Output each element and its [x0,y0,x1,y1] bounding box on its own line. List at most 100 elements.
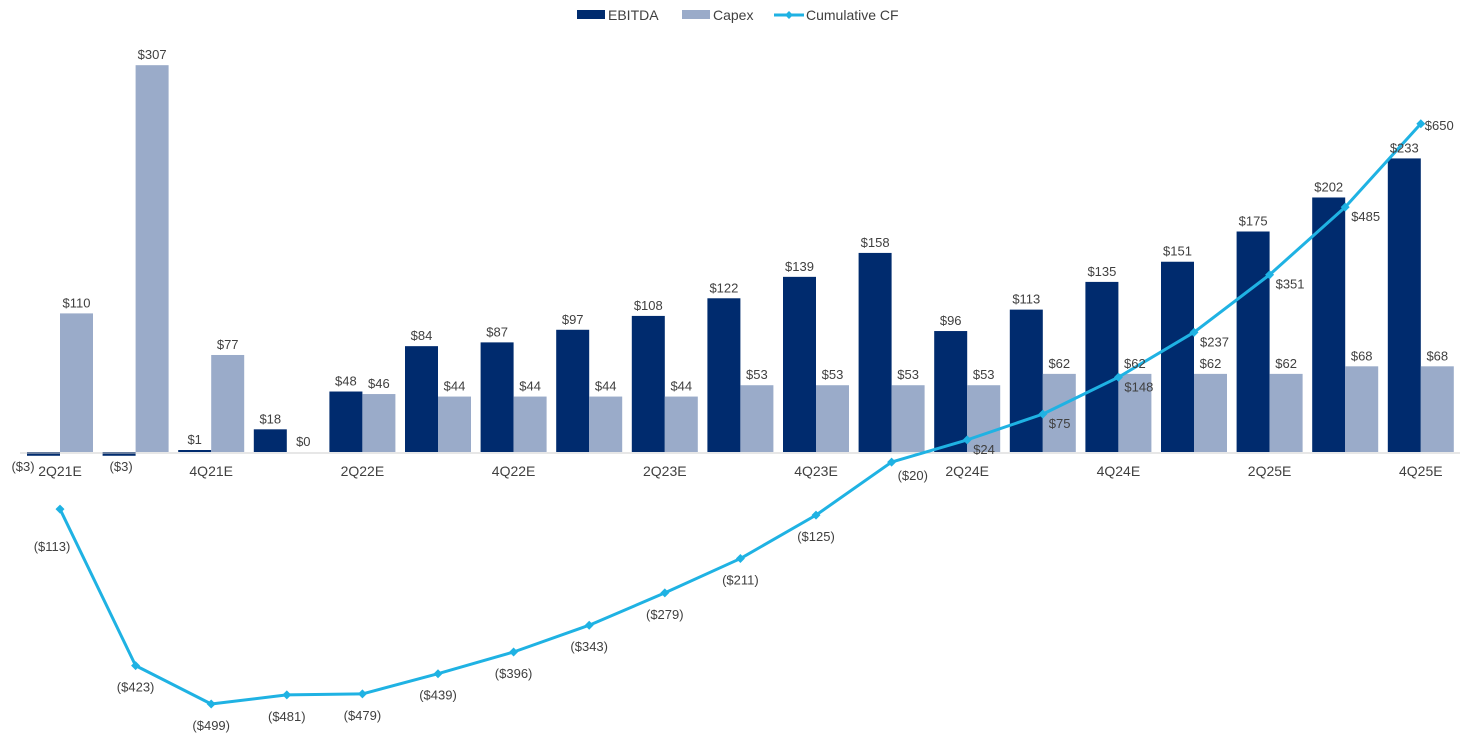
bar-ebitda-3q23e [707,298,741,452]
x-tick-2q25e: 2Q25E [1248,463,1292,479]
bar-ebitda-2q21e [27,452,60,456]
label-capex-3q25e: $68 [1351,348,1373,363]
label-capex-1q23e: $44 [595,379,617,394]
label-ebitda-2q21e: ($3) [11,459,34,474]
cf-marker-3q22e [433,669,443,679]
label-ebitda-1q24e: $158 [861,235,890,250]
label-ebitda-3q22e: $84 [411,328,433,343]
bar-ebitda-4q25e [1387,158,1421,453]
cf-marker-2q24e [962,435,972,445]
label-cf-1q24e: ($20) [898,468,928,483]
x-tick-4q24e: 4Q24E [1097,463,1141,479]
legend: EBITDA Capex Cumulative CF [577,7,899,23]
bar-ebitda-1q22e [253,429,287,452]
bar-ebitda-3q22e [405,346,438,452]
x-tick-4q22e: 4Q22E [492,463,536,479]
bar-capex-4q22e [513,396,547,452]
bar-capex-1q25e [1194,373,1227,452]
label-capex-2q23e: $44 [670,379,692,394]
x-tick-2q23e: 2Q23E [643,463,687,479]
cf-marker-4q25e [1416,119,1426,129]
label-cf-4q21e: ($499) [192,718,230,733]
bar-ebitda-2q23e [631,315,665,452]
bar-ebitda-3q21e [102,452,136,456]
bar-ebitda-2q22e [329,391,363,452]
bar-ebitda-1q23e [556,329,590,452]
bar-capex-1q24e [891,385,925,452]
bar-capex-3q25e [1345,366,1379,452]
label-cf-4q24e: $148 [1124,379,1153,394]
bar-ebitda-4q22e [480,342,514,452]
cf-marker-1q24e [887,457,897,467]
label-ebitda-4q25e: $233 [1390,140,1419,155]
legend-swatch-capex [682,10,710,19]
bar-capex-2q21e [60,313,93,452]
bar-ebitda-4q23e [783,276,816,452]
label-cf-3q23e: ($211) [722,573,759,588]
bar-ebitda-3q24e [1009,309,1043,452]
label-cf-2q25e: $351 [1276,277,1305,292]
cf-marker-2q25e [1265,270,1275,280]
label-capex-4q24e: $62 [1124,356,1146,371]
label-capex-3q23e: $53 [746,367,768,382]
label-capex-2q22e: $46 [368,376,390,391]
label-capex-4q25e: $68 [1426,348,1448,363]
cf-marker-3q25e [1340,202,1350,212]
bar-ebitda-2q25e [1236,231,1270,452]
bar-capex-4q23e [816,385,849,452]
legend-label-capex: Capex [713,7,753,23]
legend-label-cumulative-cf: Cumulative CF [806,7,899,23]
cf-marker-2q22e [357,689,367,699]
label-cf-4q25e: $650 [1425,118,1454,133]
x-tick-labels: 2Q21E 4Q21E 2Q22E 4Q22E 2Q23E 4Q23E 2Q24E 4Q24E… [38,463,1442,479]
cf-marker-2q23e [660,588,670,598]
label-ebitda-1q23e: $97 [562,312,584,327]
bar-capex-3q22e [438,396,471,452]
label-cf-4q22e: ($396) [495,666,533,681]
label-capex-4q23e: $53 [822,367,844,382]
cf-marker-4q23e [811,510,821,520]
bar-capex-2q23e [664,396,698,452]
x-tick-2q24e: 2Q24E [945,463,989,479]
x-tick-2q22e: 2Q22E [341,463,385,479]
label-capex-3q24e: $62 [1048,356,1070,371]
bar-capex-2q25e [1269,373,1303,452]
label-ebitda-4q23e: $139 [785,259,814,274]
label-cf-3q21e: ($423) [117,680,155,695]
label-cf-2q22e: ($479) [344,708,382,723]
label-ebitda-2q24e: $96 [940,313,962,328]
label-capex-4q22e: $44 [519,379,541,394]
label-cf-3q25e: $485 [1351,209,1380,224]
label-cf-2q21e: ($113) [34,539,71,554]
label-cf-1q25e: $237 [1200,334,1229,349]
label-cf-1q22e: ($481) [268,709,306,724]
label-capex-1q25e: $62 [1200,356,1222,371]
cf-marker-3q23e [735,554,745,564]
bar-ebitda-3q25e [1312,197,1346,452]
label-ebitda-4q21e: $1 [187,432,201,447]
data-labels-layer: ($3) $110 ($3) $307 $1 $77 $18 $0 $48 $46 $84 $44 $8… [11,47,1453,733]
label-cf-2q24e: $24 [973,442,995,457]
label-capex-2q21e: $110 [63,295,91,310]
cf-marker-1q22e [282,690,292,700]
x-tick-2q21e: 2Q21E [38,463,82,479]
label-capex-1q24e: $53 [897,367,919,382]
bar-capex-4q24e [1118,373,1152,452]
bar-ebitda-4q24e [1085,281,1119,452]
label-ebitda-3q21e: ($3) [110,459,133,474]
label-cf-3q24e: $75 [1049,416,1071,431]
bar-ebitda-1q24e [858,252,892,452]
label-cf-1q23e: ($343) [570,639,608,654]
label-ebitda-4q22e: $87 [486,324,508,339]
label-cf-3q22e: ($439) [419,688,457,703]
label-capex-3q22e: $44 [444,379,466,394]
label-ebitda-3q25e: $202 [1314,179,1343,194]
cf-marker-4q21e [206,699,216,709]
x-tick-4q23e: 4Q23E [794,463,838,479]
bar-capex-3q23e [740,385,774,452]
bar-capex-2q24e [967,385,1001,452]
bar-capex-2q22e [362,394,396,452]
label-ebitda-2q23e: $108 [634,298,663,313]
legend-swatch-ebitda [577,10,605,19]
label-ebitda-4q24e: $135 [1087,264,1116,279]
